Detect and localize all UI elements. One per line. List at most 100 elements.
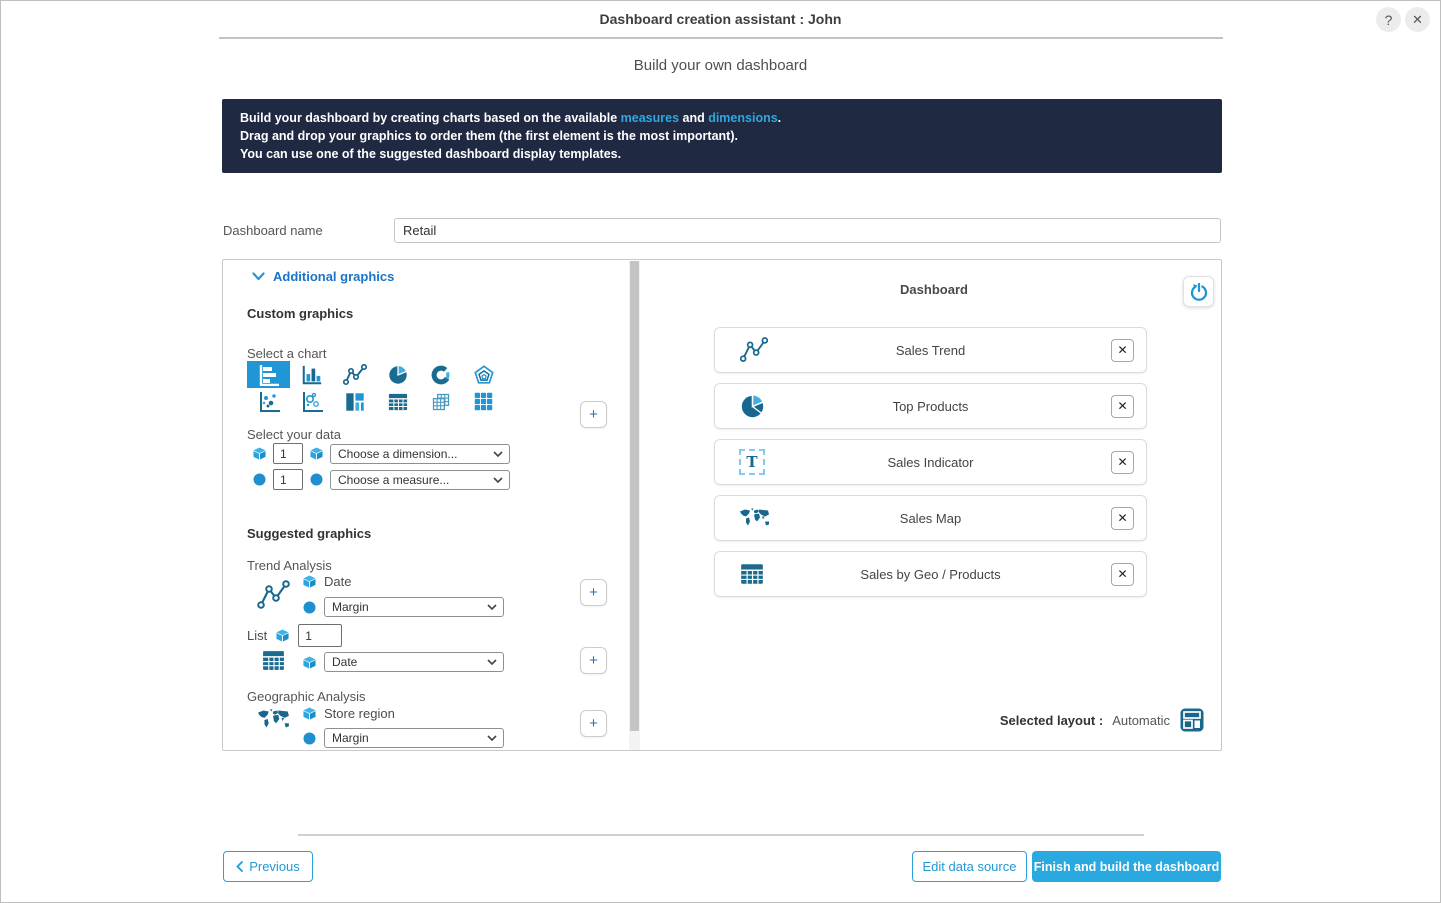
- instructions-box: Build your dashboard by creating charts …: [222, 99, 1222, 173]
- remove-sales-by-geo-products-button[interactable]: ✕: [1111, 562, 1134, 586]
- dashboard-item-label: Sales by Geo / Products: [860, 566, 1001, 582]
- add-custom-chart-button[interactable]: +: [580, 401, 607, 428]
- add-geographic-analysis-button[interactable]: +: [580, 710, 607, 737]
- trend-measure-select[interactable]: Margin: [324, 597, 504, 617]
- remove-sales-indicator-button[interactable]: ✕: [1111, 450, 1134, 474]
- scatter-chart-icon: [257, 391, 281, 413]
- reset-dashboard-button[interactable]: [1183, 276, 1214, 307]
- remove-sales-trend-button[interactable]: ✕: [1111, 338, 1134, 362]
- pie-chart-icon: [387, 364, 409, 386]
- select-chart-label: Select a chart: [247, 346, 327, 361]
- geographic-analysis-label: Geographic Analysis: [247, 689, 366, 704]
- footer-divider: [298, 834, 1144, 836]
- add-trend-analysis-button[interactable]: +: [580, 579, 607, 606]
- column-chart-icon: [301, 364, 323, 386]
- chart-type-grid: [247, 361, 505, 415]
- measure-circle-icon: [310, 473, 323, 486]
- additional-graphics-toggle[interactable]: Additional graphics: [252, 269, 394, 284]
- chart-type-heatmap[interactable]: [462, 388, 505, 415]
- previous-button[interactable]: Previous: [223, 851, 313, 882]
- geo-dimension-row: Store region: [303, 706, 395, 721]
- page-title: Build your own dashboard: [633, 57, 808, 74]
- list-count-input[interactable]: [298, 624, 343, 647]
- remove-top-products-button[interactable]: ✕: [1111, 394, 1134, 418]
- instructions-line1: Build your dashboard by creating charts …: [240, 111, 782, 125]
- geo-dimension-value: Store region: [324, 706, 395, 721]
- indicator-letter: T: [739, 449, 765, 475]
- chart-type-scatter[interactable]: [247, 388, 290, 415]
- chart-type-bubble[interactable]: [290, 388, 333, 415]
- list-label: List: [247, 628, 268, 643]
- dashboard-item-sales-by-geo-products[interactable]: Sales by Geo / Products ✕: [714, 551, 1147, 597]
- chart-type-pie[interactable]: [376, 361, 419, 388]
- dashboard-item-sales-indicator[interactable]: T Sales Indicator ✕: [714, 439, 1147, 485]
- dashboard-item-label: Sales Map: [899, 510, 962, 526]
- plus-icon: +: [589, 406, 598, 423]
- trend-line-chart-icon: [257, 580, 290, 610]
- measure-select[interactable]: Choose a measure...: [330, 469, 510, 490]
- chart-type-donut[interactable]: [419, 361, 462, 388]
- line-chart-icon: [342, 363, 367, 386]
- layout-icon[interactable]: [1179, 707, 1205, 733]
- measure-row: Choose a measure...: [253, 469, 510, 490]
- chart-type-treemap[interactable]: [333, 388, 376, 415]
- dashboard-item-sales-trend[interactable]: Sales Trend ✕: [714, 327, 1147, 373]
- dashboard-name-input[interactable]: [394, 218, 1221, 243]
- table-icon: [739, 562, 765, 586]
- finish-build-dashboard-button[interactable]: Finish and build the dashboard: [1032, 851, 1221, 882]
- measures-link[interactable]: measures: [620, 111, 680, 125]
- dashboard-item-sales-map[interactable]: Sales Map ✕: [714, 495, 1147, 541]
- edit-data-source-button[interactable]: Edit data source: [912, 851, 1027, 882]
- scrollbar-thumb[interactable]: [630, 261, 639, 731]
- dimension-row: Choose a dimension...: [253, 443, 510, 464]
- remove-sales-map-button[interactable]: ✕: [1111, 506, 1134, 530]
- window-title: Dashboard creation assistant : John: [599, 11, 842, 27]
- help-icon: ?: [1384, 11, 1393, 28]
- select-chevron-icon: [493, 450, 503, 457]
- close-icon: ✕: [1117, 455, 1128, 469]
- plus-icon: +: [589, 652, 598, 669]
- dashboard-item-top-products[interactable]: Top Products ✕: [714, 383, 1147, 429]
- geo-measure-row: Margin: [303, 728, 504, 748]
- select-chevron-icon: [487, 659, 497, 665]
- heatmap-icon: [473, 391, 494, 412]
- measure-count-input[interactable]: [273, 469, 303, 490]
- chart-type-line[interactable]: [333, 361, 376, 388]
- dashboard-item-label: Sales Trend: [895, 342, 966, 358]
- additional-graphics-label: Additional graphics: [273, 269, 395, 284]
- close-button[interactable]: ✕: [1405, 7, 1430, 32]
- dimensions-link[interactable]: dimensions: [708, 111, 778, 125]
- plus-icon: +: [589, 715, 598, 732]
- add-list-button[interactable]: +: [580, 647, 607, 674]
- close-icon: ✕: [1117, 399, 1128, 413]
- close-icon: ✕: [1117, 343, 1128, 357]
- chevron-left-icon: [236, 861, 244, 872]
- list-dimension-select[interactable]: Date: [324, 652, 504, 672]
- text-indicator-icon: T: [739, 449, 765, 475]
- titlebar: Dashboard creation assistant : John ? ✕: [1, 1, 1440, 38]
- close-icon: ✕: [1117, 511, 1128, 525]
- dimension-cube-icon: [276, 629, 289, 642]
- chart-type-pivot-table[interactable]: [419, 388, 462, 415]
- dimension-select[interactable]: Choose a dimension...: [330, 443, 510, 464]
- suggested-graphics-heading: Suggested graphics: [247, 526, 372, 541]
- chart-type-column[interactable]: [290, 361, 333, 388]
- select-chevron-icon: [493, 476, 503, 483]
- line-chart-icon: [739, 337, 769, 363]
- geo-measure-select[interactable]: Margin: [324, 728, 504, 748]
- treemap-icon: [344, 391, 366, 413]
- pie-chart-icon: [739, 393, 766, 420]
- chart-type-table[interactable]: [376, 388, 419, 415]
- left-panel-scrollbar[interactable]: [629, 261, 640, 750]
- instructions-line2: Drag and drop your graphics to order the…: [240, 129, 738, 143]
- dimension-count-input[interactable]: [273, 443, 303, 464]
- chart-type-horizontal-bar[interactable]: [247, 361, 290, 388]
- selected-layout-label: Selected layout :: [999, 712, 1104, 728]
- selected-layout-row: Selected layout : Automatic: [1000, 707, 1205, 733]
- radar-chart-icon: [473, 364, 495, 386]
- help-button[interactable]: ?: [1376, 7, 1401, 32]
- custom-graphics-heading: Custom graphics: [247, 306, 354, 321]
- trend-dimension-value: Date: [324, 574, 352, 589]
- chart-type-radar[interactable]: [462, 361, 505, 388]
